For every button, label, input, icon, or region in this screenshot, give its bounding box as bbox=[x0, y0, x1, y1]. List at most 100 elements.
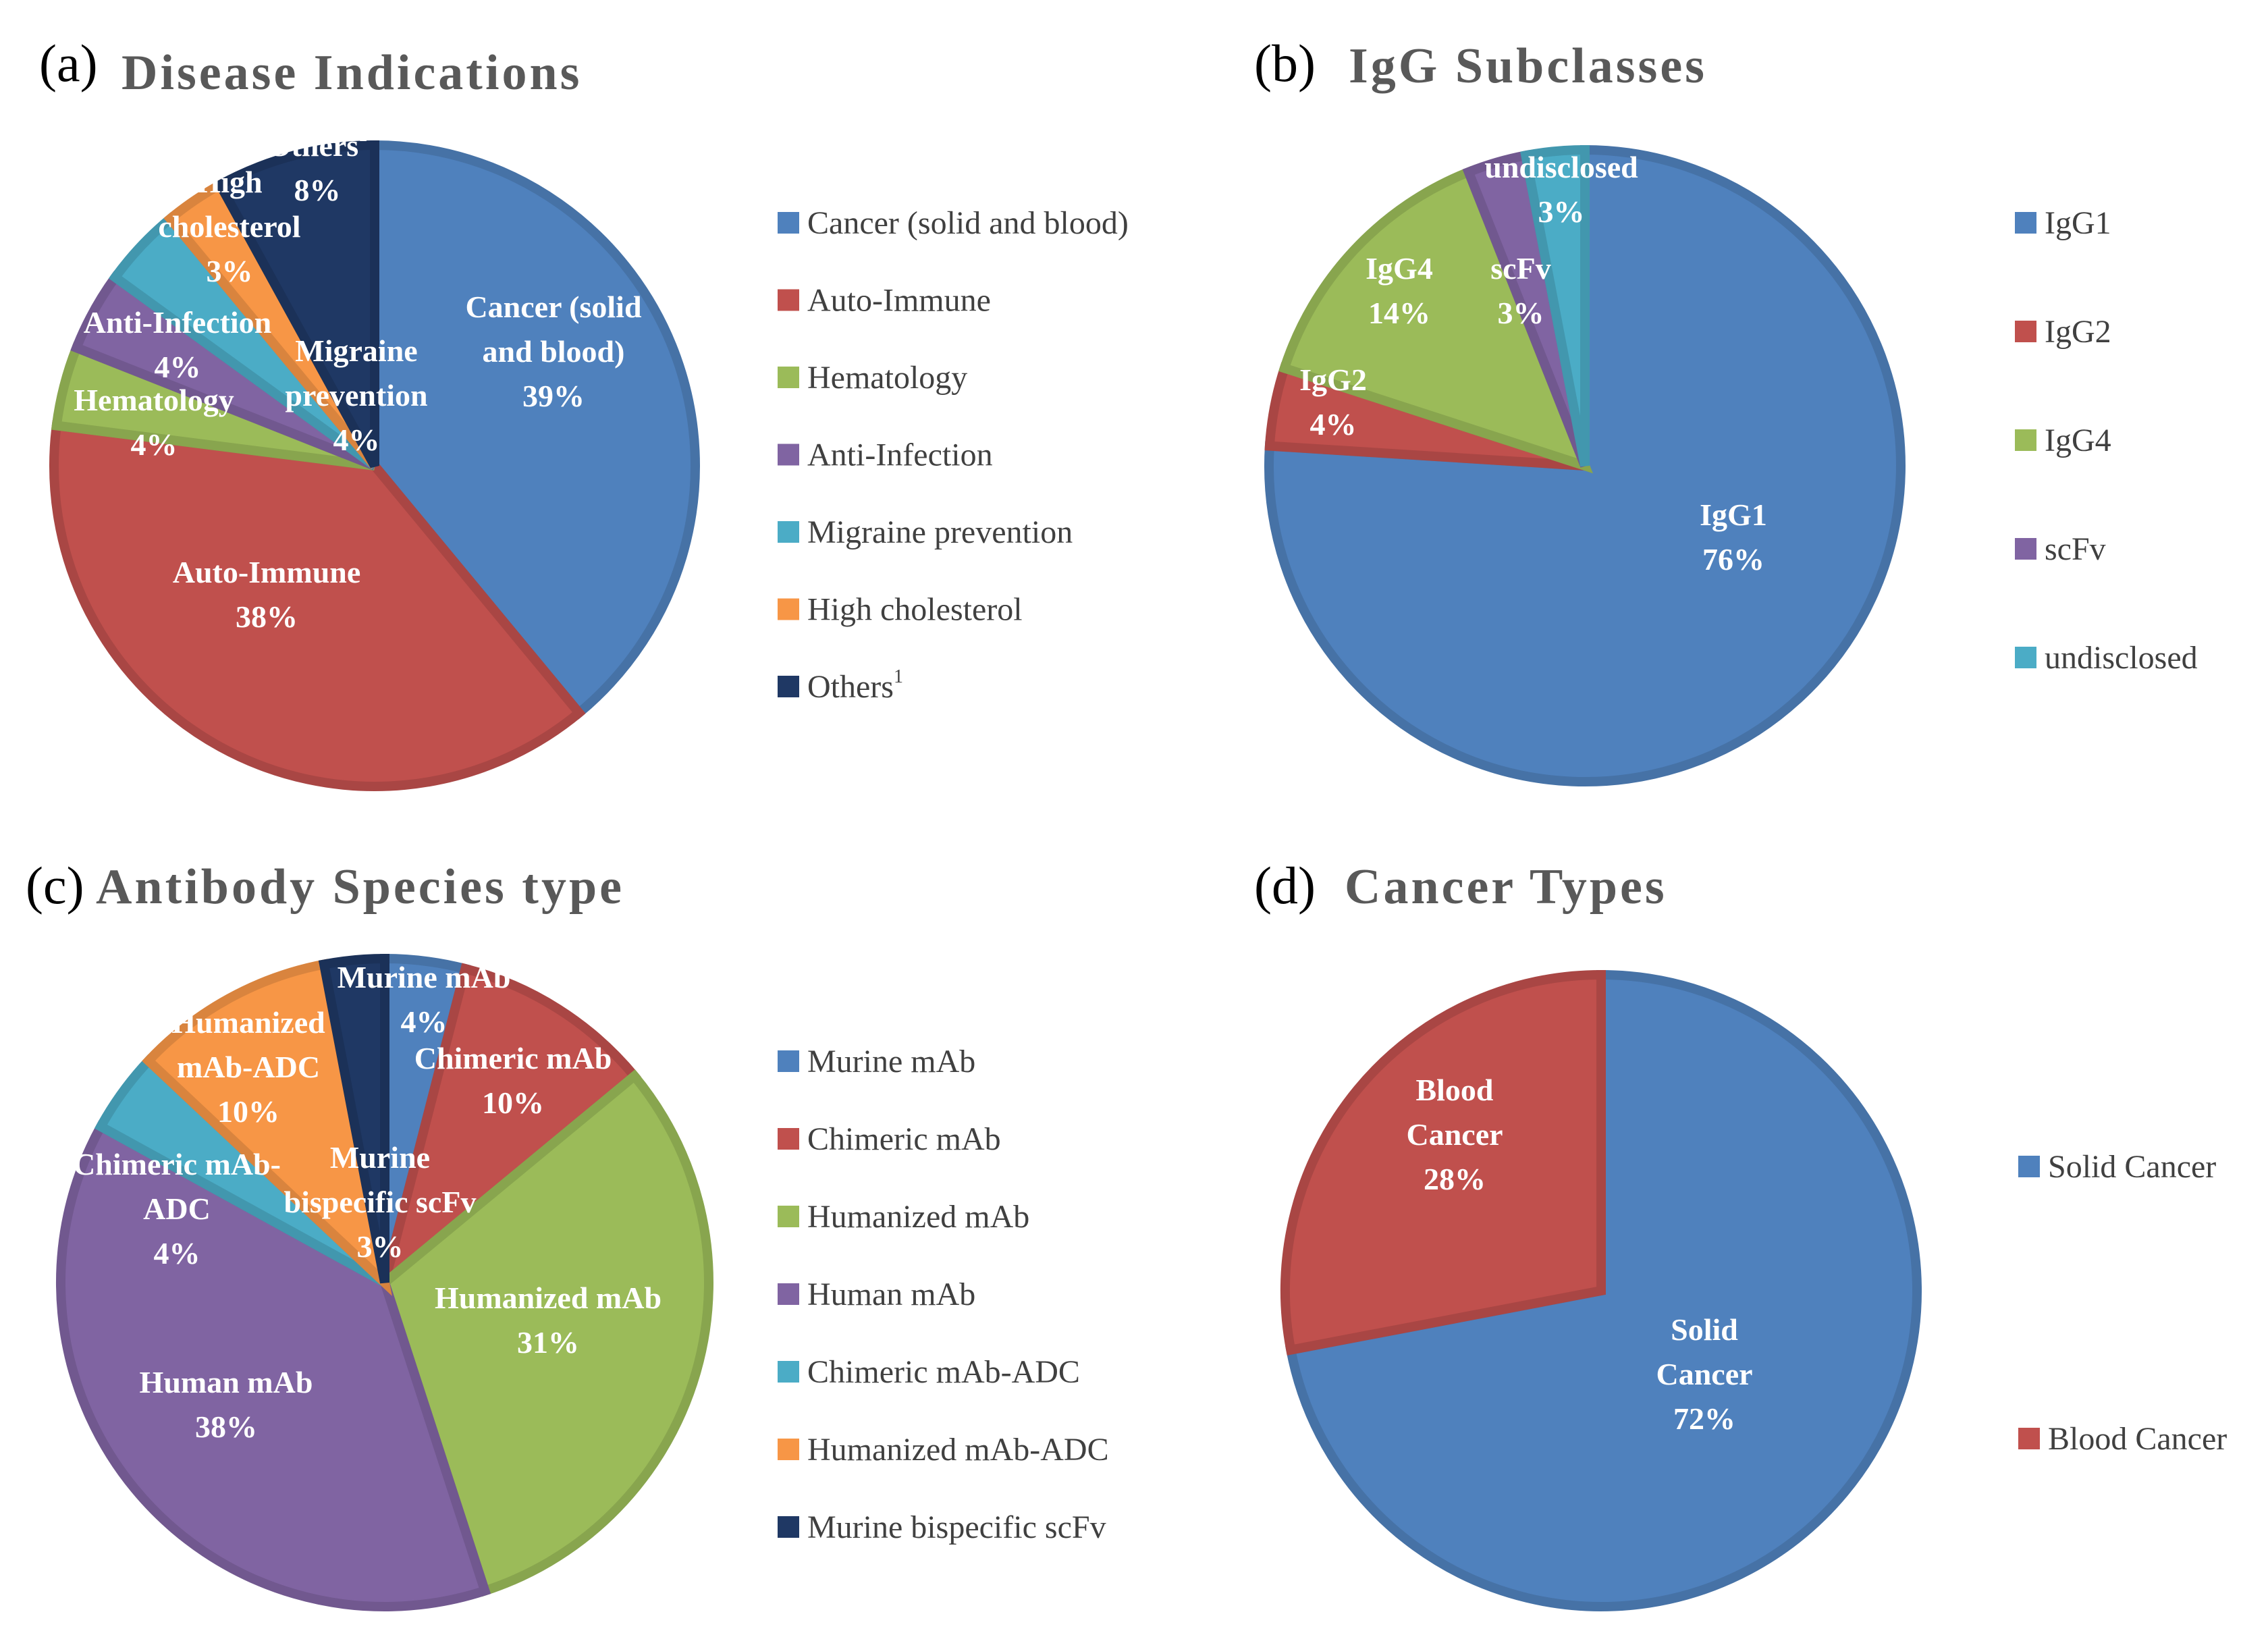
pie-slice-murine-bispecific-scfv bbox=[318, 953, 389, 1284]
legend-label: Anti-Infection bbox=[807, 437, 993, 473]
pie-slice-cancer-solid-and-blood bbox=[370, 140, 700, 720]
legend-label: Migraine prevention bbox=[807, 514, 1073, 550]
pie-slice-undisclosed bbox=[1520, 144, 1590, 467]
legend-swatch bbox=[778, 444, 799, 466]
legend-label: Murine bispecific scFv bbox=[807, 1509, 1106, 1545]
chart-legend: IgG1 IgG2 IgG4 scFv undisclosed bbox=[2015, 205, 2198, 676]
legend-item-igg2: IgG2 bbox=[2015, 314, 2111, 350]
chart-legend: Cancer (solid and blood) Auto-Immune Hemat… bbox=[778, 205, 1129, 705]
legend-swatch bbox=[778, 367, 799, 388]
pie-slices bbox=[56, 953, 713, 1611]
panel-disease-indications: (a) Disease Indications Cancer (solid and… bbox=[39, 34, 1129, 791]
legend-label: High cholesterol bbox=[807, 592, 1023, 628]
legend-label: Hematology bbox=[807, 360, 967, 396]
legend-label: Human mAb bbox=[807, 1277, 975, 1312]
data-label-migraine-prevention: Migraine prevention 4% bbox=[285, 333, 427, 457]
data-label-high-cholesterol: High cholesterol 3% bbox=[158, 165, 300, 288]
legend-label: Humanized mAb bbox=[807, 1199, 1029, 1235]
legend-swatch bbox=[778, 521, 799, 543]
legend-swatch bbox=[2015, 321, 2036, 342]
data-label-igg4: IgG4 14% bbox=[1366, 251, 1433, 330]
legend-label: scFv bbox=[2045, 531, 2106, 567]
data-label-human-mab: Human mAb 38% bbox=[140, 1365, 313, 1444]
legend-item-igg4: IgG4 bbox=[2015, 423, 2111, 458]
legend-item-murine-mab: Murine mAb bbox=[778, 1044, 975, 1079]
data-label-scfv: scFv 3% bbox=[1490, 251, 1550, 330]
data-label-blood-cancer: Blood Cancer 28% bbox=[1406, 1073, 1503, 1196]
pie-slice-humanized-mab-adc bbox=[142, 959, 392, 1296]
pie-slice-chimeric-mab bbox=[376, 963, 641, 1296]
legend-item-chimeric-mab-adc: Chimeric mAb-ADC bbox=[778, 1354, 1080, 1390]
legend-item-murine-bispecific-scfv: Murine bispecific scFv bbox=[778, 1509, 1106, 1545]
legend-item-anti-infection: Anti-Infection bbox=[778, 437, 993, 473]
legend-swatch bbox=[2015, 429, 2036, 451]
legend-swatch bbox=[778, 1128, 799, 1150]
legend-item-migraine-prevention: Migraine prevention bbox=[778, 514, 1073, 550]
legend-label: undisclosed bbox=[2045, 640, 2198, 676]
legend-label: IgG1 bbox=[2045, 205, 2111, 241]
legend-item-solid-cancer: Solid Cancer bbox=[2018, 1149, 2216, 1185]
legend-label: IgG2 bbox=[2045, 314, 2111, 350]
pie-slices bbox=[49, 140, 700, 791]
panel-igg-subclasses: (b) IgG Subclasses IgG1 76% IgG2 4% IgG4 14% s… bbox=[1254, 34, 2198, 786]
legend-item-cancer-solid-and-blood: Cancer (solid and blood) bbox=[778, 205, 1129, 241]
legend-swatch bbox=[778, 1361, 799, 1383]
legend-label: Chimeric mAb bbox=[807, 1121, 1001, 1157]
legend-item-scfv: scFv bbox=[2015, 531, 2106, 567]
chart-title: Disease Indications bbox=[122, 45, 582, 101]
panel-antibody-species-type: (c) Antibody Species type Murine mAb 4%Ch… bbox=[26, 856, 1109, 1611]
legend-swatch bbox=[2018, 1156, 2040, 1177]
legend-swatch bbox=[778, 212, 799, 234]
legend-label: Blood Cancer bbox=[2048, 1421, 2227, 1457]
chart-title: IgG Subclasses bbox=[1349, 38, 1707, 94]
legend-item-blood-cancer: Blood Cancer bbox=[2018, 1421, 2227, 1457]
legend-item-others: Others1 bbox=[778, 666, 903, 705]
legend-item-hematology: Hematology bbox=[778, 360, 967, 396]
data-label-humanized-mab: Humanized mAb 31% bbox=[435, 1281, 662, 1360]
legend-swatch bbox=[2015, 212, 2036, 234]
data-label-murine-bispecific-scfv: Murine bispecific scFv 3% bbox=[284, 1140, 477, 1264]
data-label-solid-cancer: Solid Cancer 72% bbox=[1656, 1312, 1752, 1436]
legend-item-undisclosed: undisclosed bbox=[2015, 640, 2198, 676]
pie-slices bbox=[1280, 969, 1922, 1611]
legend-item-humanized-mab: Humanized mAb bbox=[778, 1199, 1029, 1235]
legend-label: IgG4 bbox=[2045, 423, 2111, 458]
legend-swatch bbox=[778, 289, 799, 311]
legend-label: Murine mAb bbox=[807, 1044, 975, 1079]
legend-swatch bbox=[2015, 647, 2036, 668]
data-label-igg2: IgG2 4% bbox=[1299, 363, 1367, 441]
chart-title: Antibody Species type bbox=[96, 859, 624, 915]
pie-slice-blood-cancer bbox=[1280, 969, 1606, 1356]
pie-slice-auto-immune bbox=[49, 420, 586, 791]
legend-item-humanized-mab-adc: Humanized mAb-ADC bbox=[778, 1432, 1109, 1468]
legend-label: Solid Cancer bbox=[2048, 1149, 2216, 1185]
pie-data-labels: Solid Cancer 72% Blood Cancer 28% bbox=[1406, 1073, 1752, 1436]
panel-label: (b) bbox=[1254, 34, 1316, 92]
pie-data-labels: IgG1 76% IgG2 4% IgG4 14% scFv 3% undisclosed 3% bbox=[1299, 150, 1767, 577]
chart-legend: Murine mAb Chimeric mAb Humanized mAb Human… bbox=[778, 1044, 1109, 1545]
data-label-chimeric-mab-adc: Chimeric mAb-ADC 4% bbox=[73, 1147, 281, 1270]
pie-slices bbox=[1264, 144, 1906, 786]
pie-slice-humanized-mab bbox=[379, 1069, 713, 1597]
data-label-anti-infection: Anti-Infection 4% bbox=[84, 305, 272, 384]
legend-label: Others1 bbox=[807, 666, 903, 705]
legend-label: Auto-Immune bbox=[807, 283, 991, 319]
chart-legend: Solid Cancer Blood Cancer bbox=[2018, 1149, 2227, 1457]
panel-label: (c) bbox=[26, 856, 84, 915]
legend-item-igg1: IgG1 bbox=[2015, 205, 2111, 241]
legend-swatch bbox=[778, 598, 799, 620]
legend-swatch bbox=[778, 1050, 799, 1072]
data-label-igg1: IgG1 76% bbox=[1700, 498, 1767, 577]
panel-cancer-types: (d) Cancer Types Solid Cancer 72% Blood Canc… bbox=[1254, 856, 2227, 1611]
legend-swatch bbox=[778, 1439, 799, 1460]
legend-item-auto-immune: Auto-Immune bbox=[778, 283, 991, 319]
legend-label: Cancer (solid and blood) bbox=[807, 205, 1129, 241]
legend-item-high-cholesterol: High cholesterol bbox=[778, 592, 1023, 628]
pie-data-labels: Murine mAb 4%Chimeric mAb 10% Humanized mAb… bbox=[73, 960, 662, 1444]
panel-label: (d) bbox=[1254, 856, 1316, 915]
legend-swatch bbox=[2015, 538, 2036, 560]
data-label-humanized-mab-adc: Humanized mAb-ADC 10% bbox=[171, 1005, 325, 1129]
data-label-undisclosed: undisclosed 3% bbox=[1484, 150, 1638, 229]
legend-swatch bbox=[778, 1283, 799, 1305]
